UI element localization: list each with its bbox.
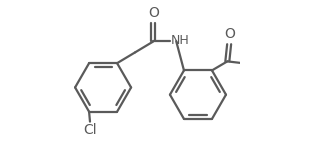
Text: O: O xyxy=(148,6,159,20)
Text: NH: NH xyxy=(171,33,190,46)
Text: O: O xyxy=(224,27,235,41)
Text: Cl: Cl xyxy=(83,123,97,137)
